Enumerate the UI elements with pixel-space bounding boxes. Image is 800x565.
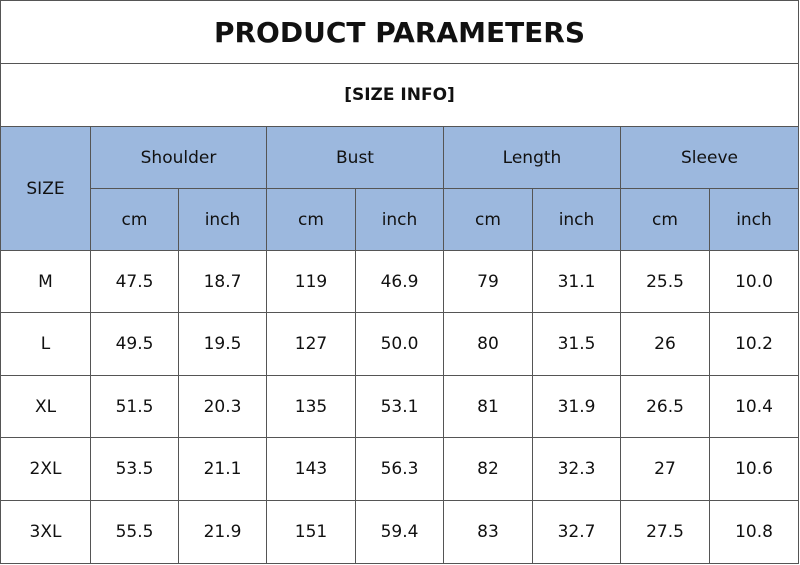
value-cell: 47.5 [90,250,179,313]
value-cell: 25.5 [620,250,710,313]
table-subtitle: [SIZE INFO] [0,63,799,127]
unit-header: cm [266,188,356,251]
size-cell: M [0,250,91,313]
value-cell: 53.1 [355,375,444,438]
value-cell: 56.3 [355,437,444,501]
value-cell: 10.2 [709,312,799,376]
value-cell: 49.5 [90,312,179,376]
unit-header: inch [532,188,621,251]
value-cell: 55.5 [90,500,179,564]
value-cell: 10.8 [709,500,799,564]
value-cell: 20.3 [178,375,267,438]
size-cell: 2XL [0,437,91,501]
value-cell: 32.7 [532,500,621,564]
size-header: SIZE [0,126,91,251]
unit-header: inch [709,188,799,251]
group-header: Length [443,126,621,189]
group-header: Shoulder [90,126,267,189]
value-cell: 31.1 [532,250,621,313]
value-cell: 79 [443,250,533,313]
unit-header: inch [355,188,444,251]
value-cell: 19.5 [178,312,267,376]
value-cell: 31.5 [532,312,621,376]
value-cell: 26.5 [620,375,710,438]
value-cell: 26 [620,312,710,376]
value-cell: 31.9 [532,375,621,438]
value-cell: 53.5 [90,437,179,501]
value-cell: 151 [266,500,356,564]
value-cell: 51.5 [90,375,179,438]
value-cell: 21.9 [178,500,267,564]
group-header: Sleeve [620,126,799,189]
value-cell: 59.4 [355,500,444,564]
value-cell: 10.6 [709,437,799,501]
group-header: Bust [266,126,444,189]
unit-header: cm [443,188,533,251]
value-cell: 27 [620,437,710,501]
value-cell: 119 [266,250,356,313]
value-cell: 10.0 [709,250,799,313]
unit-header: cm [620,188,710,251]
value-cell: 21.1 [178,437,267,501]
size-cell: XL [0,375,91,438]
unit-header: cm [90,188,179,251]
value-cell: 50.0 [355,312,444,376]
value-cell: 80 [443,312,533,376]
value-cell: 127 [266,312,356,376]
size-cell: L [0,312,91,376]
value-cell: 81 [443,375,533,438]
unit-header: inch [178,188,267,251]
value-cell: 143 [266,437,356,501]
value-cell: 27.5 [620,500,710,564]
size-cell: 3XL [0,500,91,564]
value-cell: 82 [443,437,533,501]
value-cell: 18.7 [178,250,267,313]
value-cell: 135 [266,375,356,438]
value-cell: 83 [443,500,533,564]
value-cell: 32.3 [532,437,621,501]
value-cell: 46.9 [355,250,444,313]
value-cell: 10.4 [709,375,799,438]
table-title: PRODUCT PARAMETERS [0,0,799,64]
